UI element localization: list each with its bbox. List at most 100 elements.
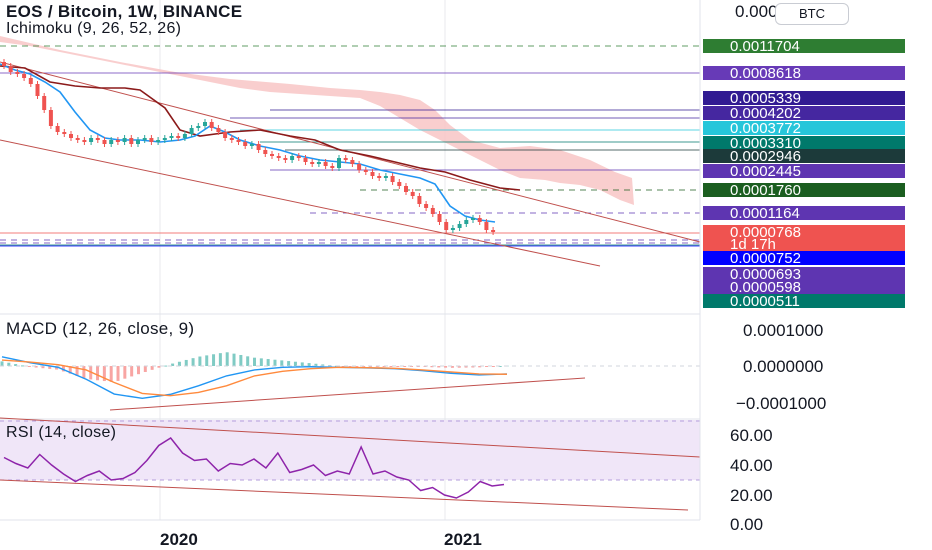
macd-histogram-bar: [246, 356, 250, 366]
price-label-box: [703, 251, 905, 265]
price-label-box: [703, 206, 905, 220]
price-label-text: 0.0001164: [730, 205, 800, 222]
macd-histogram-bar: [314, 363, 318, 366]
price-label-box: [703, 267, 905, 281]
macd-histogram-bar: [143, 366, 147, 372]
macd-histogram-bar: [287, 361, 291, 366]
price-label-box: [703, 237, 905, 251]
macd-histogram: [0, 352, 509, 382]
candle-body: [189, 128, 194, 134]
candle-body: [310, 162, 315, 164]
macd-histogram-bar: [61, 366, 65, 372]
macd-histogram-bar: [464, 366, 468, 368]
macd-histogram-bar: [34, 366, 38, 368]
macd-histogram-bar: [82, 366, 86, 379]
candle-body: [357, 164, 362, 170]
rsi-trendline-upper: [0, 417, 701, 458]
candle-body: [337, 158, 341, 168]
candle-body: [115, 140, 120, 142]
candle-body: [149, 138, 154, 142]
rsi-tick-label: 20.00: [730, 486, 773, 505]
candle-body: [316, 162, 321, 164]
macd-histogram-bar: [41, 366, 45, 369]
ichimoku-legend[interactable]: Ichimoku (9, 26, 52, 26): [6, 20, 182, 37]
rsi-trendline-lower: [0, 479, 689, 511]
macd-histogram-bar: [478, 366, 482, 368]
macd-histogram-bar: [150, 366, 154, 370]
candle-body: [343, 158, 348, 160]
macd-histogram-bar: [96, 366, 100, 381]
candle-body: [477, 218, 482, 222]
macd-histogram-bar: [300, 362, 304, 366]
macd-histogram-bar: [27, 366, 31, 367]
price-axis-labels: 0.00117040.00086180.00053390.00042020.00…: [703, 38, 905, 310]
macd-histogram-bar: [450, 366, 454, 368]
macd-tick-label: 0.0001000: [743, 321, 823, 340]
currency-badge[interactable]: BTC: [775, 3, 849, 25]
price-label-box: [703, 164, 905, 178]
macd-legend[interactable]: MACD (12, 26, close, 9): [6, 319, 195, 338]
candle-body: [62, 132, 67, 134]
macd-histogram-bar: [232, 353, 236, 366]
candle-body: [28, 78, 33, 84]
ichimoku-base-line: [0, 65, 521, 191]
candle-body: [129, 138, 134, 144]
rsi-legend[interactable]: RSI (14, close): [6, 424, 117, 441]
candle-body: [363, 170, 368, 172]
macd-histogram-bar: [7, 362, 11, 366]
price-label-text: 0.0011704: [730, 38, 800, 55]
candle-body: [276, 156, 281, 158]
candle-body: [162, 138, 167, 140]
macd-histogram-bar: [341, 366, 345, 367]
macd-histogram-bar: [102, 366, 106, 382]
candle-body: [156, 140, 161, 142]
candle-body: [243, 142, 248, 146]
candle-body: [397, 182, 402, 186]
price-label-box: [703, 225, 905, 239]
price-label-text: 0.0001760: [730, 182, 801, 199]
macd-histogram-bar: [116, 366, 120, 381]
macd-histogram-bar: [130, 366, 134, 377]
candle-body: [296, 156, 301, 158]
rsi-tick-label: 0.00: [730, 515, 763, 534]
candle-body: [216, 128, 221, 132]
macd-histogram-bar: [123, 366, 127, 379]
macd-histogram-bar: [403, 366, 407, 367]
price-label-box: [703, 294, 905, 308]
rsi-tick-label: 60.00: [730, 426, 773, 445]
macd-histogram-bar: [68, 366, 72, 374]
candle-body: [236, 140, 241, 142]
symbol-title[interactable]: EOS / Bitcoin, 1W, BINANCE: [6, 2, 243, 21]
macd-histogram-bar: [212, 354, 216, 366]
candle-body: [471, 218, 475, 220]
candle-body: [457, 224, 462, 228]
candle-body: [48, 110, 53, 126]
candle-body: [223, 132, 228, 138]
candle-body: [430, 208, 435, 214]
price-label-text: 0.0003310: [730, 135, 801, 152]
candle-body: [383, 176, 388, 178]
candle-body: [42, 96, 47, 110]
macd-histogram-bar: [171, 363, 175, 366]
macd-histogram-bar: [293, 361, 297, 366]
price-label-box: [703, 183, 905, 197]
macd-histogram-bar: [0, 361, 4, 366]
price-label-box: [703, 280, 905, 294]
candle-body: [256, 144, 261, 150]
macd-histogram-bar: [491, 366, 495, 367]
macd-histogram-bar: [396, 366, 400, 367]
candle-body: [136, 140, 140, 144]
candle-body: [89, 138, 94, 142]
candle-body: [8, 66, 13, 72]
candle-body: [95, 138, 100, 140]
macd-histogram-bar: [20, 365, 24, 367]
macd-histogram-bar: [253, 357, 256, 366]
price-label-box: [703, 66, 905, 80]
price-label-text: 1d 17h: [730, 236, 776, 253]
macd-histogram-bar: [273, 359, 277, 366]
macd-histogram-bar: [198, 356, 202, 366]
candle-body: [249, 144, 254, 146]
price-label-text: 0.0005339: [730, 90, 801, 107]
price-label-box: [703, 149, 905, 163]
